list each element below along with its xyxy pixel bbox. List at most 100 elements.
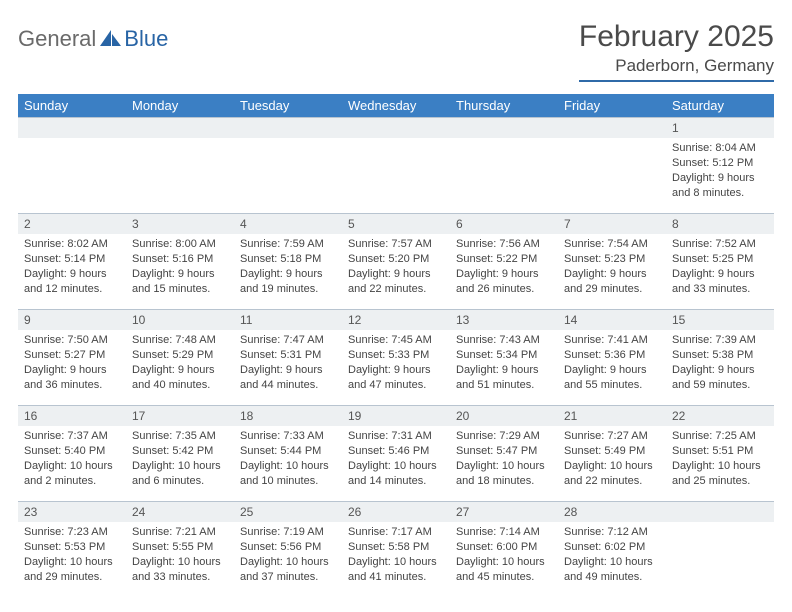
sunset-text: Sunset: 5:18 PM — [240, 252, 336, 267]
sunset-text: Sunset: 5:46 PM — [348, 444, 444, 459]
sunset-text: Sunset: 6:00 PM — [456, 540, 552, 555]
day-details: Sunrise: 8:04 AMSunset: 5:12 PMDaylight:… — [666, 138, 774, 206]
day-cell — [126, 118, 234, 214]
day-details: Sunrise: 7:33 AMSunset: 5:44 PMDaylight:… — [234, 426, 342, 494]
day-number — [126, 118, 234, 138]
sunrise-text: Sunrise: 7:23 AM — [24, 525, 120, 540]
title-block: February 2025 Paderborn, Germany — [579, 20, 774, 82]
day-number: 11 — [234, 310, 342, 330]
sunset-text: Sunset: 5:20 PM — [348, 252, 444, 267]
day-details: Sunrise: 7:48 AMSunset: 5:29 PMDaylight:… — [126, 330, 234, 398]
day-details: Sunrise: 7:45 AMSunset: 5:33 PMDaylight:… — [342, 330, 450, 398]
daylight-text: Daylight: 10 hours and 29 minutes. — [24, 555, 120, 585]
day-cell: 11Sunrise: 7:47 AMSunset: 5:31 PMDayligh… — [234, 310, 342, 406]
day-number: 6 — [450, 214, 558, 234]
day-number: 16 — [18, 406, 126, 426]
daylight-text: Daylight: 9 hours and 47 minutes. — [348, 363, 444, 393]
day-details: Sunrise: 7:50 AMSunset: 5:27 PMDaylight:… — [18, 330, 126, 398]
sunrise-text: Sunrise: 8:00 AM — [132, 237, 228, 252]
sunrise-text: Sunrise: 7:59 AM — [240, 237, 336, 252]
day-number: 10 — [126, 310, 234, 330]
sunset-text: Sunset: 5:47 PM — [456, 444, 552, 459]
daylight-text: Daylight: 9 hours and 15 minutes. — [132, 267, 228, 297]
day-number: 1 — [666, 118, 774, 138]
day-details: Sunrise: 7:21 AMSunset: 5:55 PMDaylight:… — [126, 522, 234, 590]
daylight-text: Daylight: 9 hours and 19 minutes. — [240, 267, 336, 297]
day-details: Sunrise: 7:14 AMSunset: 6:00 PMDaylight:… — [450, 522, 558, 590]
day-details: Sunrise: 7:59 AMSunset: 5:18 PMDaylight:… — [234, 234, 342, 302]
sunrise-text: Sunrise: 7:17 AM — [348, 525, 444, 540]
sunset-text: Sunset: 5:27 PM — [24, 348, 120, 363]
day-details: Sunrise: 8:00 AMSunset: 5:16 PMDaylight:… — [126, 234, 234, 302]
day-number: 18 — [234, 406, 342, 426]
day-details: Sunrise: 7:19 AMSunset: 5:56 PMDaylight:… — [234, 522, 342, 590]
sunrise-text: Sunrise: 7:27 AM — [564, 429, 660, 444]
daylight-text: Daylight: 9 hours and 59 minutes. — [672, 363, 768, 393]
month-title: February 2025 — [579, 20, 774, 54]
weekday-header: Saturday — [666, 94, 774, 118]
daylight-text: Daylight: 9 hours and 29 minutes. — [564, 267, 660, 297]
day-cell — [342, 118, 450, 214]
day-details: Sunrise: 7:39 AMSunset: 5:38 PMDaylight:… — [666, 330, 774, 398]
weekday-header-row: Sunday Monday Tuesday Wednesday Thursday… — [18, 94, 774, 118]
day-number: 19 — [342, 406, 450, 426]
brand-part1: General — [18, 26, 96, 52]
day-number: 27 — [450, 502, 558, 522]
daylight-text: Daylight: 10 hours and 49 minutes. — [564, 555, 660, 585]
day-cell: 20Sunrise: 7:29 AMSunset: 5:47 PMDayligh… — [450, 406, 558, 502]
day-details: Sunrise: 7:27 AMSunset: 5:49 PMDaylight:… — [558, 426, 666, 494]
day-cell: 4Sunrise: 7:59 AMSunset: 5:18 PMDaylight… — [234, 214, 342, 310]
sunset-text: Sunset: 5:22 PM — [456, 252, 552, 267]
day-cell: 26Sunrise: 7:17 AMSunset: 5:58 PMDayligh… — [342, 502, 450, 598]
daylight-text: Daylight: 10 hours and 18 minutes. — [456, 459, 552, 489]
day-cell: 2Sunrise: 8:02 AMSunset: 5:14 PMDaylight… — [18, 214, 126, 310]
sunset-text: Sunset: 5:51 PM — [672, 444, 768, 459]
day-number: 14 — [558, 310, 666, 330]
sunset-text: Sunset: 5:14 PM — [24, 252, 120, 267]
week-row: 23Sunrise: 7:23 AMSunset: 5:53 PMDayligh… — [18, 502, 774, 598]
day-cell: 19Sunrise: 7:31 AMSunset: 5:46 PMDayligh… — [342, 406, 450, 502]
day-cell: 14Sunrise: 7:41 AMSunset: 5:36 PMDayligh… — [558, 310, 666, 406]
sunset-text: Sunset: 5:23 PM — [564, 252, 660, 267]
brand-part2: Blue — [124, 26, 168, 52]
day-cell: 22Sunrise: 7:25 AMSunset: 5:51 PMDayligh… — [666, 406, 774, 502]
sunrise-text: Sunrise: 7:19 AM — [240, 525, 336, 540]
sunrise-text: Sunrise: 7:57 AM — [348, 237, 444, 252]
sunrise-text: Sunrise: 7:14 AM — [456, 525, 552, 540]
day-details: Sunrise: 7:52 AMSunset: 5:25 PMDaylight:… — [666, 234, 774, 302]
day-number: 12 — [342, 310, 450, 330]
day-details: Sunrise: 7:31 AMSunset: 5:46 PMDaylight:… — [342, 426, 450, 494]
sunrise-text: Sunrise: 7:41 AM — [564, 333, 660, 348]
calendar-body: 1Sunrise: 8:04 AMSunset: 5:12 PMDaylight… — [18, 118, 774, 598]
day-number: 8 — [666, 214, 774, 234]
daylight-text: Daylight: 9 hours and 8 minutes. — [672, 171, 768, 201]
day-details: Sunrise: 7:57 AMSunset: 5:20 PMDaylight:… — [342, 234, 450, 302]
weekday-header: Monday — [126, 94, 234, 118]
sunset-text: Sunset: 5:33 PM — [348, 348, 444, 363]
day-cell — [558, 118, 666, 214]
day-cell: 18Sunrise: 7:33 AMSunset: 5:44 PMDayligh… — [234, 406, 342, 502]
sunset-text: Sunset: 5:12 PM — [672, 156, 768, 171]
daylight-text: Daylight: 9 hours and 40 minutes. — [132, 363, 228, 393]
day-number: 15 — [666, 310, 774, 330]
sunset-text: Sunset: 5:31 PM — [240, 348, 336, 363]
day-cell: 15Sunrise: 7:39 AMSunset: 5:38 PMDayligh… — [666, 310, 774, 406]
week-row: 1Sunrise: 8:04 AMSunset: 5:12 PMDaylight… — [18, 118, 774, 214]
sunset-text: Sunset: 5:44 PM — [240, 444, 336, 459]
daylight-text: Daylight: 9 hours and 51 minutes. — [456, 363, 552, 393]
day-number — [666, 502, 774, 522]
sunset-text: Sunset: 6:02 PM — [564, 540, 660, 555]
day-cell: 21Sunrise: 7:27 AMSunset: 5:49 PMDayligh… — [558, 406, 666, 502]
day-cell — [234, 118, 342, 214]
sunset-text: Sunset: 5:53 PM — [24, 540, 120, 555]
daylight-text: Daylight: 9 hours and 33 minutes. — [672, 267, 768, 297]
day-number: 2 — [18, 214, 126, 234]
day-details: Sunrise: 8:02 AMSunset: 5:14 PMDaylight:… — [18, 234, 126, 302]
day-details: Sunrise: 7:17 AMSunset: 5:58 PMDaylight:… — [342, 522, 450, 590]
day-number: 5 — [342, 214, 450, 234]
location: Paderborn, Germany — [579, 56, 774, 82]
sunrise-text: Sunrise: 8:04 AM — [672, 141, 768, 156]
week-row: 16Sunrise: 7:37 AMSunset: 5:40 PMDayligh… — [18, 406, 774, 502]
day-cell — [666, 502, 774, 598]
sunset-text: Sunset: 5:34 PM — [456, 348, 552, 363]
